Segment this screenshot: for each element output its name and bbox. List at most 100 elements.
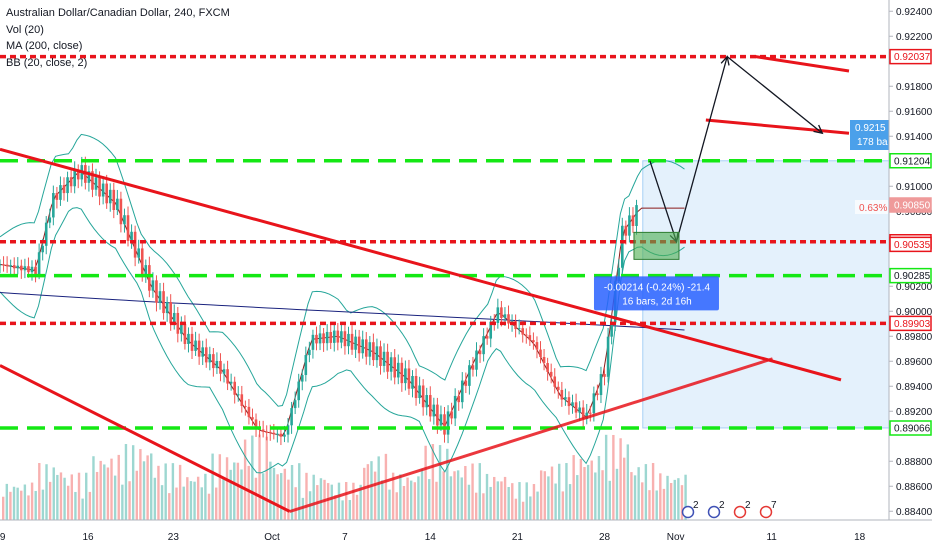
candle-body — [2, 264, 5, 266]
candle-body — [169, 302, 172, 324]
volume-bar — [417, 476, 420, 520]
candle-body — [30, 266, 34, 273]
candle-body — [34, 266, 37, 275]
volume-bar — [305, 472, 308, 520]
position-target-box — [850, 120, 890, 150]
candle-body — [247, 406, 251, 418]
volume-bar — [66, 485, 70, 520]
volume-bar — [269, 461, 272, 520]
candle-body — [567, 397, 571, 407]
volume-bar — [428, 479, 431, 520]
candle-body — [123, 215, 126, 225]
volume-bar — [355, 494, 359, 520]
volume-bar — [482, 493, 485, 520]
volume-bar — [446, 448, 449, 520]
volume-bar — [30, 482, 34, 520]
candle-body — [176, 312, 180, 334]
candle-body — [66, 177, 69, 194]
price-tag-box — [889, 236, 932, 253]
candle-body — [588, 412, 592, 414]
candle-body — [439, 414, 443, 426]
candle-body — [268, 431, 272, 433]
candle-body — [428, 395, 432, 417]
volume-bar — [56, 474, 59, 520]
volume-bar — [673, 479, 676, 520]
x-tick-label: 11 — [766, 532, 777, 543]
candle-body — [183, 323, 187, 344]
volume-bar — [377, 456, 380, 520]
candle-body — [155, 280, 158, 303]
candle-body — [94, 177, 98, 190]
volume-bar — [240, 469, 243, 520]
volume-bar — [334, 495, 337, 520]
volume-bar — [117, 454, 120, 520]
volume-bar — [381, 480, 384, 520]
volume-bar — [146, 455, 149, 520]
candle-body — [542, 357, 546, 364]
price-tag-box — [889, 420, 932, 436]
volume-bar — [539, 470, 543, 520]
candle-body — [489, 321, 493, 339]
y-tick-label: 0.91600 — [896, 107, 932, 118]
volume-bar — [363, 467, 366, 520]
volume-bar — [48, 481, 52, 520]
candle-body — [361, 339, 365, 354]
candle-body — [180, 323, 183, 334]
position-bars-label: 178 ba — [857, 137, 888, 148]
candle-body — [485, 336, 489, 339]
volume-bar — [391, 472, 395, 520]
volume-bar — [150, 453, 153, 520]
candle-body — [290, 408, 293, 426]
candle-body — [322, 333, 325, 344]
volume-bar — [211, 453, 214, 520]
candle-body — [276, 433, 279, 435]
volume-bar — [529, 496, 532, 520]
candle-body — [617, 267, 621, 282]
price-tag-label: 0.92037 — [894, 52, 931, 63]
volume-bar — [128, 481, 131, 520]
volume-bar — [558, 463, 561, 520]
legend-volume: Vol (20) — [6, 23, 44, 36]
position-pct-label: 0.63% — [859, 203, 887, 214]
position-pct-box — [855, 200, 888, 214]
volume-bar — [124, 444, 128, 520]
volume-bar — [189, 481, 193, 520]
candle-body — [23, 266, 27, 271]
position-target-label: 0.9215 — [855, 123, 886, 134]
volume-bar — [290, 465, 294, 520]
volume-bar — [623, 457, 626, 520]
candle-body — [400, 362, 404, 384]
trend-line-3 — [289, 357, 773, 513]
candle-body — [251, 417, 254, 420]
candle-body — [343, 331, 347, 347]
volume-bar — [247, 465, 250, 520]
volume-bar — [160, 485, 164, 520]
legend-ma: MA (200, close) — [6, 40, 83, 52]
volume-bar — [207, 493, 211, 520]
volume-bar — [680, 485, 684, 520]
candle-body — [279, 433, 283, 437]
volume-bar — [474, 492, 478, 520]
candle-body — [571, 402, 574, 407]
candle-body — [244, 405, 247, 407]
event-count: 2 — [719, 500, 725, 511]
volume-bar — [370, 461, 373, 520]
candle-body — [631, 215, 635, 227]
y-tick-label: 0.89800 — [896, 332, 932, 343]
volume-bar — [312, 474, 315, 520]
volume-bar — [99, 460, 102, 520]
volume-bar — [200, 487, 203, 520]
candle-body — [116, 198, 119, 210]
volume-bar — [196, 476, 200, 520]
candle-body — [172, 312, 176, 324]
x-tick-label: 7 — [342, 532, 348, 543]
candle-body — [457, 395, 461, 403]
candle-body — [240, 394, 244, 406]
volume-bar — [272, 467, 276, 520]
candle-body — [354, 336, 357, 350]
price-tag-label: 0.90285 — [894, 271, 931, 282]
volume-bar — [193, 481, 196, 520]
volume-bar — [659, 473, 662, 520]
